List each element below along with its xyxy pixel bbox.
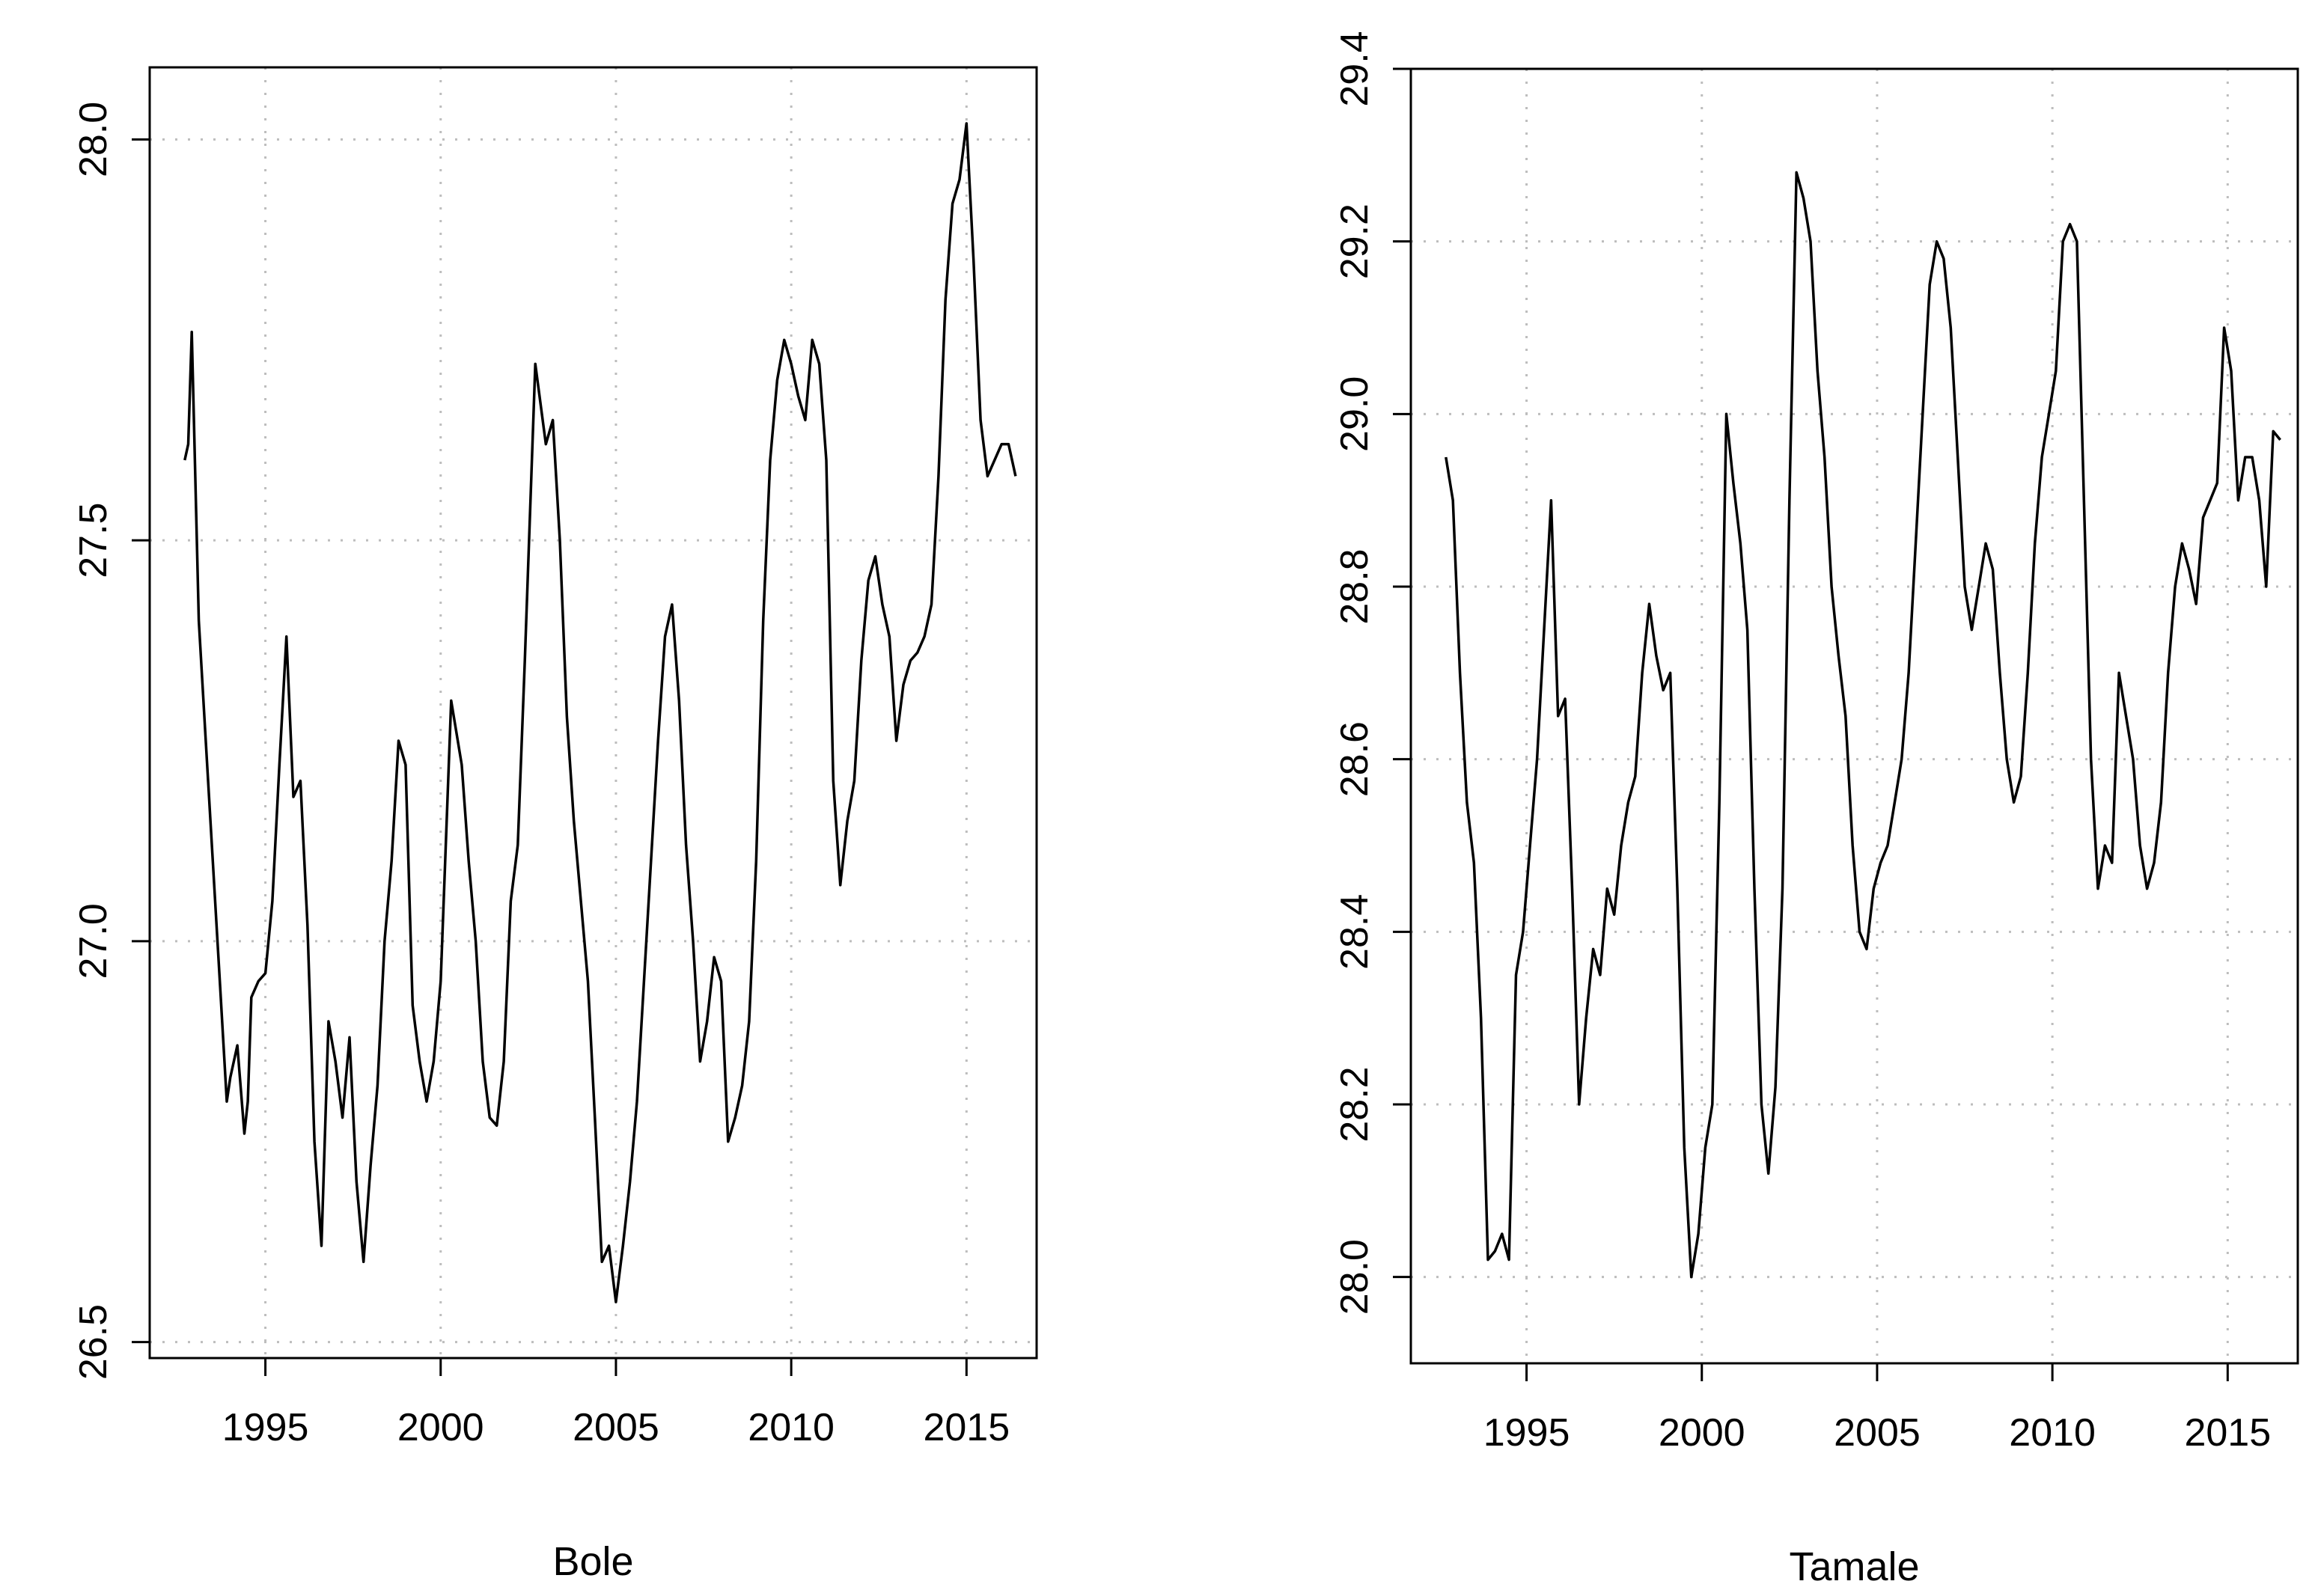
x-tick-label: 2005 [573,1406,659,1449]
x-tick-label: 2005 [1834,1411,1921,1455]
y-tick-label: 28.0 [72,102,115,177]
x-axis-label: Tamale [1789,1544,1919,1589]
x-tick-label: 2015 [923,1406,1010,1449]
y-tick-label: 28.0 [1333,1239,1376,1315]
x-tick-label: 2015 [2184,1411,2271,1455]
x-tick-label: 2000 [397,1406,484,1449]
y-tick-label: 28.6 [1333,721,1376,797]
y-tick-label: 27.0 [72,903,115,979]
y-tick-label: 29.4 [1333,31,1376,106]
y-tick-label: 26.5 [72,1304,115,1380]
x-tick-label: 2010 [748,1406,835,1449]
plot-frame [1409,67,2299,1365]
x-tick-label: 2010 [2009,1411,2096,1455]
chart-panel-bole: 1995 2000 2005 2010 2015 26.5 27.0 27.5 28.0 Bole [72,66,1038,1584]
y-tick-label: 27.5 [72,503,115,578]
x-tick-label: 1995 [1483,1411,1570,1455]
x-tick-label: 1995 [222,1406,309,1449]
series-line [1445,171,2281,1279]
y-tick-label: 28.2 [1333,1066,1376,1142]
x-tick-label: 2000 [1659,1411,1745,1455]
series-line [183,122,1017,1303]
y-tick-label: 29.2 [1333,204,1376,279]
x-axis-label: Bole [552,1539,633,1584]
y-tick-label: 28.4 [1333,894,1376,970]
chart-panel-tamale: 1995 2000 2005 2010 2015 28.0 28.2 28.4 28.6 28.8… [1333,31,2299,1589]
y-tick-label: 28.8 [1333,548,1376,624]
y-tick-label: 29.0 [1333,376,1376,452]
plot-frame [148,66,1038,1360]
